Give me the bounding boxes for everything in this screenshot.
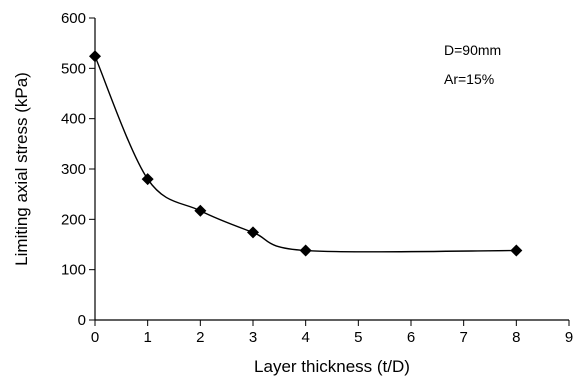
x-tick-label: 5	[354, 329, 362, 346]
y-axis-title: Limiting axial stress (kPa)	[12, 72, 31, 266]
x-tick-label: 2	[196, 329, 204, 346]
x-tick-label: 7	[459, 329, 467, 346]
annotation-area-ratio: Ar=15%	[444, 71, 494, 87]
x-tick-label: 3	[249, 329, 257, 346]
annotation-diameter: D=90mm	[444, 42, 501, 58]
y-tick-label: 0	[78, 312, 86, 329]
x-axis-title: Layer thickness (t/D)	[254, 357, 410, 376]
y-tick-label: 100	[61, 262, 86, 279]
data-point-diamond	[194, 204, 207, 217]
x-tick-label: 0	[91, 329, 99, 346]
data-point-diamond	[141, 173, 154, 186]
x-tick-label: 8	[512, 329, 520, 346]
data-point-diamond	[510, 244, 523, 257]
x-tick-label: 9	[565, 329, 573, 346]
x-tick-label: 4	[301, 329, 309, 346]
y-ticks: 0 100 200 300 400 500 600	[61, 10, 95, 329]
y-tick-label: 400	[61, 111, 86, 128]
y-tick-label: 500	[61, 60, 86, 77]
data-point-diamond	[89, 50, 101, 63]
x-ticks: 0 1 2 3 4 5 6 7 8 9	[91, 320, 573, 346]
data-curve	[94, 55, 517, 253]
data-point-diamond	[247, 226, 259, 239]
y-tick-label: 600	[61, 10, 86, 27]
axes	[94, 18, 569, 321]
x-tick-label: 1	[143, 329, 151, 346]
y-tick-label: 200	[61, 211, 86, 228]
data-markers	[89, 50, 523, 257]
y-tick-label: 300	[61, 161, 86, 178]
x-tick-label: 6	[407, 329, 415, 346]
data-point-diamond	[299, 244, 312, 257]
